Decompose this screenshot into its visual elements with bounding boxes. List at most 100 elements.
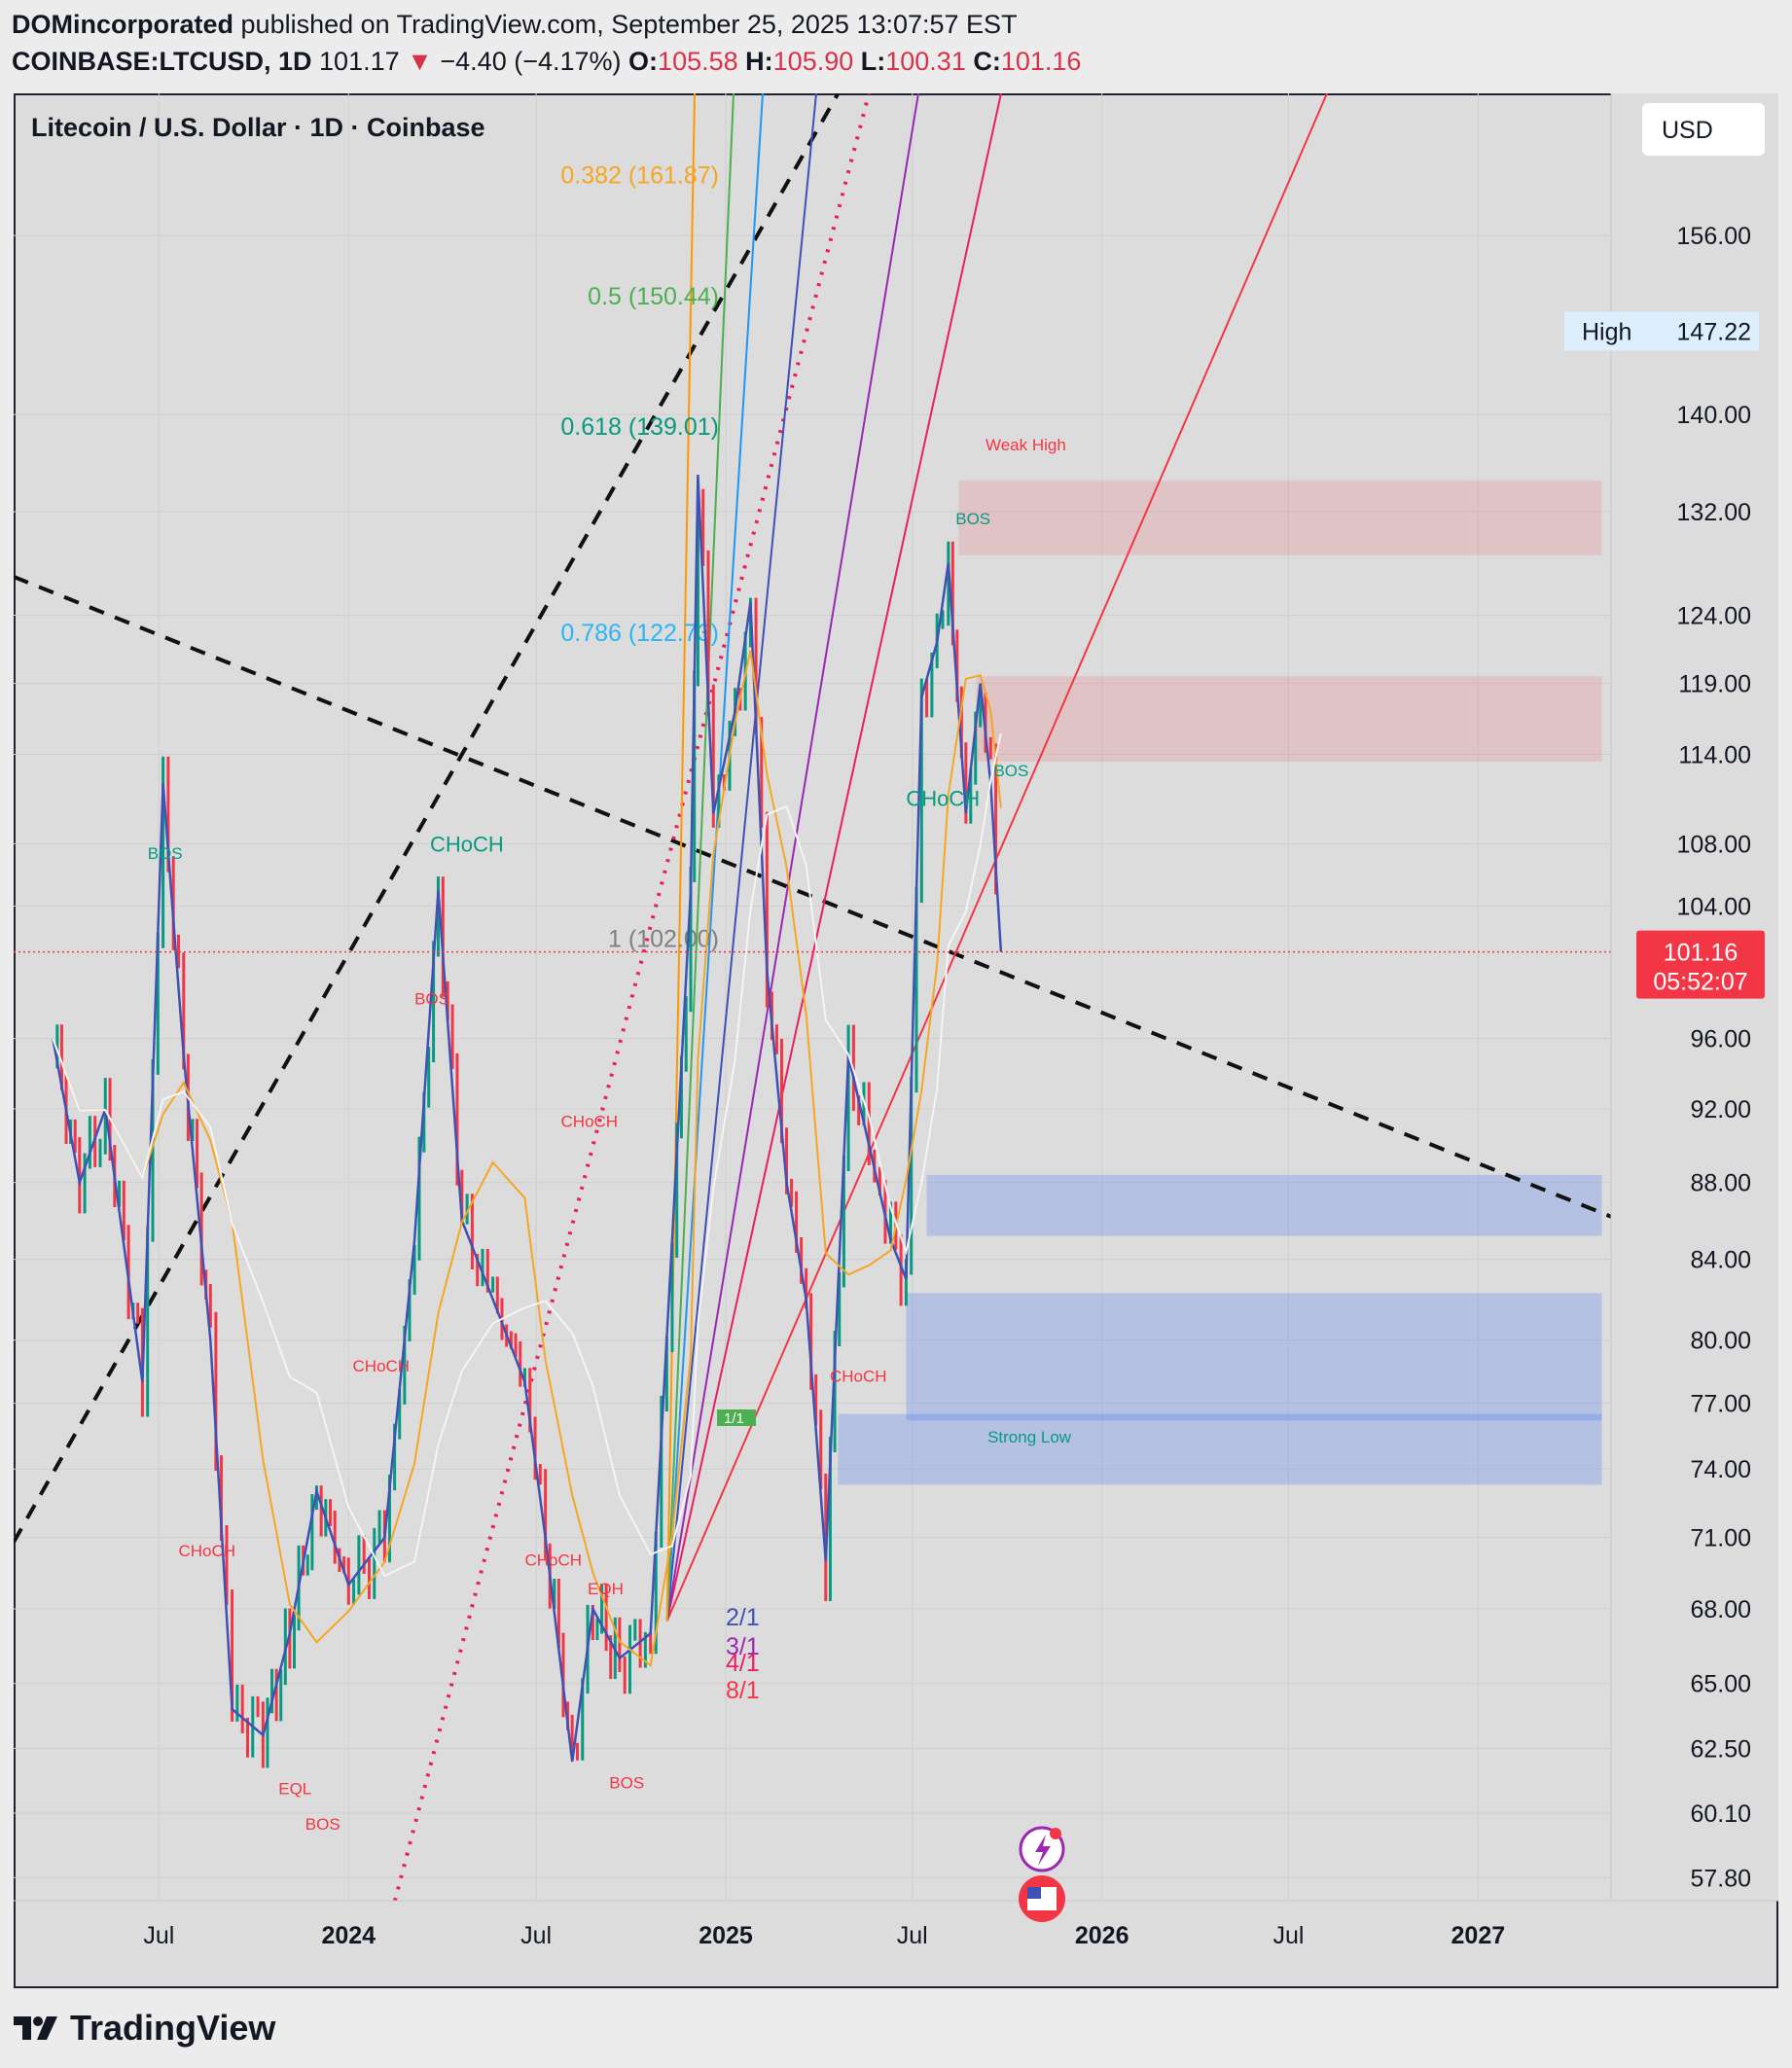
time-axis-tick: 2027	[1452, 1922, 1506, 1949]
publisher-name[interactable]: DOMincorporated	[12, 10, 234, 39]
structure-label: BOS	[305, 1815, 340, 1834]
fib-level-label: 0.618 (139.01)	[560, 413, 719, 441]
gann-fan-line[interactable]	[665, 93, 1002, 1622]
gann-fan-line[interactable]	[665, 93, 817, 1622]
price-axis-tick: 88.00	[1690, 1170, 1751, 1197]
gann-label-box	[717, 1409, 756, 1426]
flash-event-bolt-icon	[1035, 1835, 1051, 1866]
price-chart[interactable]: 0.382 (161.87) 0.5 (150.44) 0.618 (139.01)…	[14, 93, 1778, 1988]
structure-label: EQL	[278, 1779, 311, 1798]
high-label: High	[1582, 319, 1631, 346]
high-label: H:	[745, 47, 773, 76]
structure-label: CHoCH	[430, 832, 504, 856]
fib-level-label: 1 (102.00)	[608, 926, 719, 953]
price-axis-tick: 71.00	[1690, 1525, 1751, 1552]
structure-label: CHoCH	[524, 1551, 582, 1570]
gann-label: 1/1	[724, 1410, 744, 1427]
current-price-value: 101.16	[1664, 940, 1738, 967]
price-axis-tick: 92.00	[1690, 1096, 1751, 1123]
tradingview-logo[interactable]: TradingView	[14, 2008, 275, 2049]
moving-average-orange	[52, 650, 1002, 1668]
close-label: C:	[973, 47, 1001, 76]
structure-label: BOS	[414, 990, 449, 1009]
price-axis-tick: 114.00	[1678, 741, 1751, 768]
price-axis-tick: 62.50	[1690, 1735, 1751, 1763]
time-axis-tick: Jul	[1272, 1922, 1304, 1949]
down-arrow-icon: ▼	[407, 47, 433, 76]
price-axis-tick: 80.00	[1690, 1328, 1751, 1355]
time-axis-tick: Jul	[897, 1922, 928, 1949]
structure-label: BOS	[993, 762, 1028, 780]
gann-label: 8/1	[726, 1677, 760, 1704]
price-axis-tick: 57.80	[1690, 1865, 1751, 1892]
price-axis-tick: 74.00	[1690, 1456, 1751, 1483]
symbol-label: COINBASE:LTCUSD, 1D	[12, 47, 312, 76]
current-price-badge	[1636, 930, 1765, 999]
time-axis-tick: 2025	[699, 1922, 753, 1949]
structure-label: CHoCH	[178, 1542, 235, 1560]
fib-level-label: 0.5 (150.44)	[588, 283, 719, 310]
price-axis-tick: 68.00	[1690, 1596, 1751, 1623]
bar-countdown: 05:52:07	[1653, 969, 1747, 996]
price-axis-tick: 104.00	[1677, 894, 1751, 921]
moving-average-white	[52, 732, 1002, 1578]
high-label-badge	[1564, 311, 1662, 351]
price-axis-tick: 96.00	[1690, 1026, 1751, 1053]
open-value: 105.58	[658, 47, 738, 76]
price-axis-tick: 140.00	[1677, 402, 1751, 429]
structure-label: Strong Low	[987, 1428, 1072, 1446]
price-axis-tick: 60.10	[1690, 1801, 1751, 1828]
fib-level-label: 0.786 (122.73)	[560, 620, 719, 647]
zone-demand	[926, 1174, 1602, 1236]
zone-demand	[838, 1413, 1602, 1485]
currency-label: USD	[1662, 117, 1713, 144]
structure-label: CHoCH	[830, 1368, 887, 1386]
price-axis-tick: 65.00	[1690, 1671, 1751, 1698]
price-axis-tick: 119.00	[1678, 670, 1751, 697]
last-price: 101.17	[319, 47, 400, 76]
gann-fan-line[interactable]	[665, 93, 919, 1622]
currency-badge[interactable]	[1642, 103, 1765, 156]
gann-label: 4/1	[726, 1650, 760, 1677]
structure-label: CHoCH	[906, 786, 980, 810]
price-change: −4.40 (−4.17%)	[440, 47, 622, 76]
gann-label: 3/1	[726, 1633, 760, 1660]
close-value: 101.16	[1000, 47, 1082, 76]
high-value: 105.90	[772, 47, 854, 76]
structure-label: CHoCH	[561, 1113, 619, 1131]
price-axis-tick: 132.00	[1677, 499, 1751, 526]
open-label: O:	[628, 47, 659, 76]
trendline-dashed-down[interactable]	[14, 575, 1612, 1219]
structure-label: BOS	[148, 844, 183, 863]
publish-info: published on TradingView.com, September …	[240, 10, 1018, 39]
price-series-line[interactable]	[52, 474, 1003, 1763]
brand-name: TradingView	[70, 2008, 276, 2048]
publish-line: DOMincorporated published on TradingView…	[12, 10, 1018, 40]
chart-frame	[14, 93, 1778, 1988]
us-flag-canton-icon	[1027, 1887, 1041, 1899]
gann-fan-line[interactable]	[665, 93, 764, 1622]
tradingview-logo-icon	[14, 2016, 57, 2040]
high-value-badge	[1662, 311, 1759, 351]
structure-label: EQH	[588, 1580, 624, 1598]
price-axis-tick: 77.00	[1690, 1391, 1751, 1418]
ohlc-line: COINBASE:LTCUSD, 1D 101.17 ▼ −4.40 (−4.1…	[12, 47, 1081, 77]
trendline-dashed-up[interactable]	[14, 93, 841, 1544]
time-axis-tick: 2024	[321, 1922, 376, 1949]
time-axis-tick: 2026	[1075, 1922, 1129, 1949]
time-axis-tick: Jul	[143, 1922, 174, 1949]
zone-demand	[906, 1293, 1602, 1421]
zone-supply	[976, 676, 1602, 762]
notification-dot-icon	[1050, 1828, 1061, 1839]
zone-supply	[958, 481, 1602, 555]
price-axis-tick: 124.00	[1677, 602, 1751, 629]
gann-fan-line[interactable]	[665, 93, 696, 1622]
fib-level-label: 0.382 (161.87)	[560, 161, 719, 189]
gann-label: 2/1	[726, 1604, 760, 1631]
gann-fan-line[interactable]	[665, 93, 735, 1622]
structure-label: BOS	[609, 1774, 644, 1793]
price-axis-tick: 108.00	[1677, 831, 1751, 858]
structure-label: Weak High	[986, 436, 1066, 454]
price-axis-tick: 156.00	[1677, 223, 1751, 250]
trendline-dotted[interactable]	[393, 93, 872, 1902]
